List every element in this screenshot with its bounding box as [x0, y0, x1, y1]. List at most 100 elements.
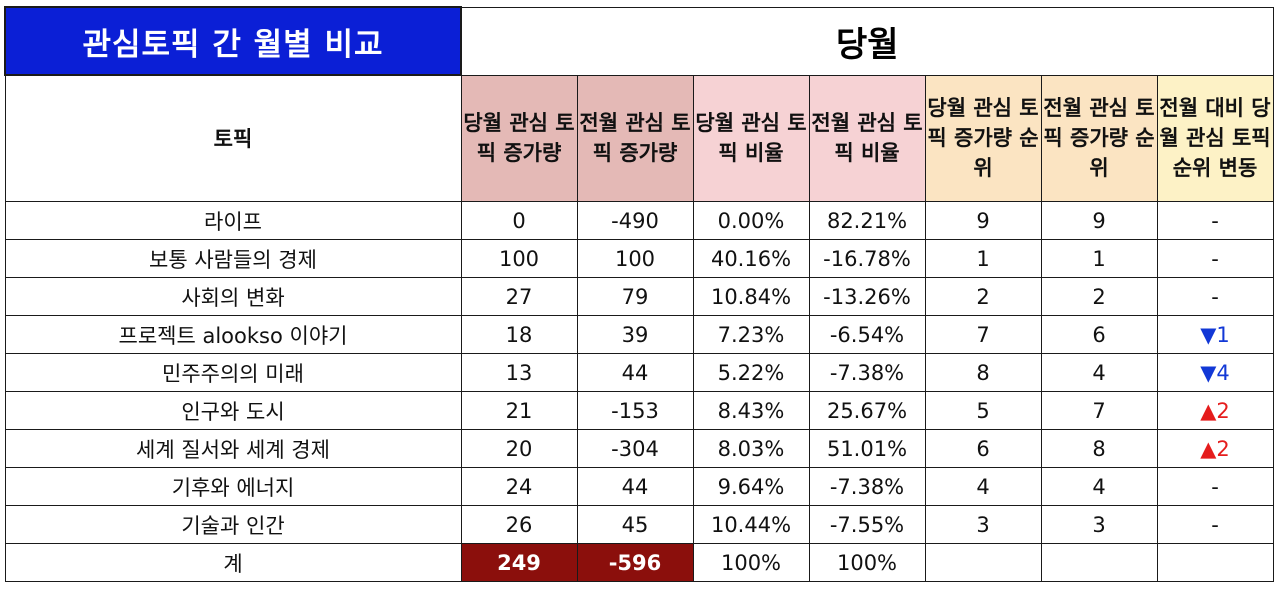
prev-rank-cell: 9: [1040, 201, 1158, 240]
cur-inc-cell: 100: [460, 239, 578, 278]
rank-change-cell: -: [1156, 467, 1274, 506]
cur-ratio-cell: 40.16%: [692, 239, 810, 278]
rank-change-cell: ▼1: [1156, 315, 1274, 354]
prev-ratio-cell: 82.21%: [808, 201, 926, 240]
topic-cell: 라이프: [4, 201, 462, 240]
rank-change-cell: -: [1156, 201, 1274, 240]
prev-ratio-cell: -6.54%: [808, 315, 926, 354]
total-rank-change: [1156, 543, 1274, 582]
table-body: 라이프 0 -490 0.00% 82.21% 9 9- 보통 사람들의 경제 100 100 40…: [4, 201, 1274, 544]
prev-rank-cell: 7: [1040, 391, 1158, 430]
cur-ratio-cell: 10.44%: [692, 505, 810, 544]
prev-rank-cell: 2: [1040, 277, 1158, 316]
total-prev-rank: [1040, 543, 1158, 582]
total-prev-ratio: 100%: [808, 543, 926, 582]
cur-rank-cell: 7: [924, 315, 1042, 354]
cur-rank-cell: 5: [924, 391, 1042, 430]
comparison-table: 관심토픽 간 월별 비교 당월 토픽 당월 관심 토픽 증가량 전월 관심 토픽…: [4, 6, 1274, 582]
prev-inc-cell: -153: [576, 391, 694, 430]
cur-ratio-cell: 8.03%: [692, 429, 810, 468]
cur-ratio-cell: 9.64%: [692, 467, 810, 506]
cur-inc-cell: 26: [460, 505, 578, 544]
prev-rank-cell: 1: [1040, 239, 1158, 278]
prev-ratio-cell: -16.78%: [808, 239, 926, 278]
header-cur-ratio: 당월 관심 토픽 비율: [692, 74, 810, 202]
total-cur-ratio: 100%: [692, 543, 810, 582]
prev-rank-cell: 8: [1040, 429, 1158, 468]
header-rank-change: 전월 대비 당월 관심 토픽 순위 변동: [1156, 74, 1274, 202]
topic-cell: 사회의 변화: [4, 277, 462, 316]
rank-change-cell: ▲2: [1156, 391, 1274, 430]
cur-rank-cell: 6: [924, 429, 1042, 468]
prev-rank-cell: 3: [1040, 505, 1158, 544]
topic-cell: 기술과 인간: [4, 505, 462, 544]
rank-change-cell: -: [1156, 239, 1274, 278]
total-cur-rank: [924, 543, 1042, 582]
header-prev-inc: 전월 관심 토픽 증가량: [576, 74, 694, 202]
prev-ratio-cell: 25.67%: [808, 391, 926, 430]
rank-change-cell: -: [1156, 505, 1274, 544]
cur-ratio-cell: 10.84%: [692, 277, 810, 316]
table-row: 프로젝트 alookso 이야기 18 39 7.23% -6.54% 7 6 ▼1: [4, 315, 1274, 354]
prev-inc-cell: -490: [576, 201, 694, 240]
total-cur-inc: 249: [460, 543, 578, 582]
topic-cell: 세계 질서와 세계 경제: [4, 429, 462, 468]
topic-cell: 기후와 에너지: [4, 467, 462, 506]
total-row: 계 249 -596 100% 100%: [4, 543, 1274, 582]
cur-rank-cell: 1: [924, 239, 1042, 278]
prev-inc-cell: -304: [576, 429, 694, 468]
prev-rank-cell: 4: [1040, 353, 1158, 392]
prev-ratio-cell: -13.26%: [808, 277, 926, 316]
cur-inc-cell: 21: [460, 391, 578, 430]
topic-cell: 민주주의의 미래: [4, 353, 462, 392]
table-row: 보통 사람들의 경제 100 100 40.16% -16.78% 1 1-: [4, 239, 1274, 278]
header-cur-rank: 당월 관심 토픽 증가량 순위: [924, 74, 1042, 202]
cur-inc-cell: 18: [460, 315, 578, 354]
header-cur-inc: 당월 관심 토픽 증가량: [460, 74, 578, 202]
prev-inc-cell: 39: [576, 315, 694, 354]
cur-rank-cell: 8: [924, 353, 1042, 392]
header-prev-ratio: 전월 관심 토픽 비율: [808, 74, 926, 202]
prev-inc-cell: 45: [576, 505, 694, 544]
cur-rank-cell: 2: [924, 277, 1042, 316]
cur-ratio-cell: 8.43%: [692, 391, 810, 430]
rank-change-cell: -: [1156, 277, 1274, 316]
prev-ratio-cell: -7.38%: [808, 467, 926, 506]
cur-ratio-cell: 5.22%: [692, 353, 810, 392]
cur-rank-cell: 3: [924, 505, 1042, 544]
table-row: 기후와 에너지 24 44 9.64% -7.38% 4 4-: [4, 467, 1274, 506]
topic-cell: 프로젝트 alookso 이야기: [4, 315, 462, 354]
prev-inc-cell: 44: [576, 467, 694, 506]
cur-rank-cell: 4: [924, 467, 1042, 506]
prev-rank-cell: 4: [1040, 467, 1158, 506]
header-topic: 토픽: [4, 74, 462, 202]
prev-ratio-cell: -7.55%: [808, 505, 926, 544]
table-row: 라이프 0 -490 0.00% 82.21% 9 9-: [4, 201, 1274, 240]
total-label: 계: [4, 543, 462, 582]
rank-change-cell: ▼4: [1156, 353, 1274, 392]
cur-inc-cell: 27: [460, 277, 578, 316]
table-row: 세계 질서와 세계 경제 20 -304 8.03% 51.01% 6 8 ▲2: [4, 429, 1274, 468]
prev-ratio-cell: -7.38%: [808, 353, 926, 392]
month-label: 당월: [460, 6, 1274, 76]
prev-rank-cell: 6: [1040, 315, 1158, 354]
header-prev-rank: 전월 관심 토픽 증가량 순위: [1040, 74, 1158, 202]
prev-ratio-cell: 51.01%: [808, 429, 926, 468]
topic-cell: 인구와 도시: [4, 391, 462, 430]
table-row: 민주주의의 미래 13 44 5.22% -7.38% 8 4 ▼4: [4, 353, 1274, 392]
cur-ratio-cell: 0.00%: [692, 201, 810, 240]
cur-inc-cell: 0: [460, 201, 578, 240]
topic-cell: 보통 사람들의 경제: [4, 239, 462, 278]
table-row: 인구와 도시 21 -153 8.43% 25.67% 5 7 ▲2: [4, 391, 1274, 430]
table-row: 사회의 변화 27 79 10.84% -13.26% 2 2-: [4, 277, 1274, 316]
table-row: 기술과 인간 26 45 10.44% -7.55% 3 3-: [4, 505, 1274, 544]
cur-rank-cell: 9: [924, 201, 1042, 240]
cur-inc-cell: 24: [460, 467, 578, 506]
cur-inc-cell: 20: [460, 429, 578, 468]
total-prev-inc: -596: [576, 543, 694, 582]
prev-inc-cell: 79: [576, 277, 694, 316]
rank-change-cell: ▲2: [1156, 429, 1274, 468]
prev-inc-cell: 44: [576, 353, 694, 392]
cur-ratio-cell: 7.23%: [692, 315, 810, 354]
